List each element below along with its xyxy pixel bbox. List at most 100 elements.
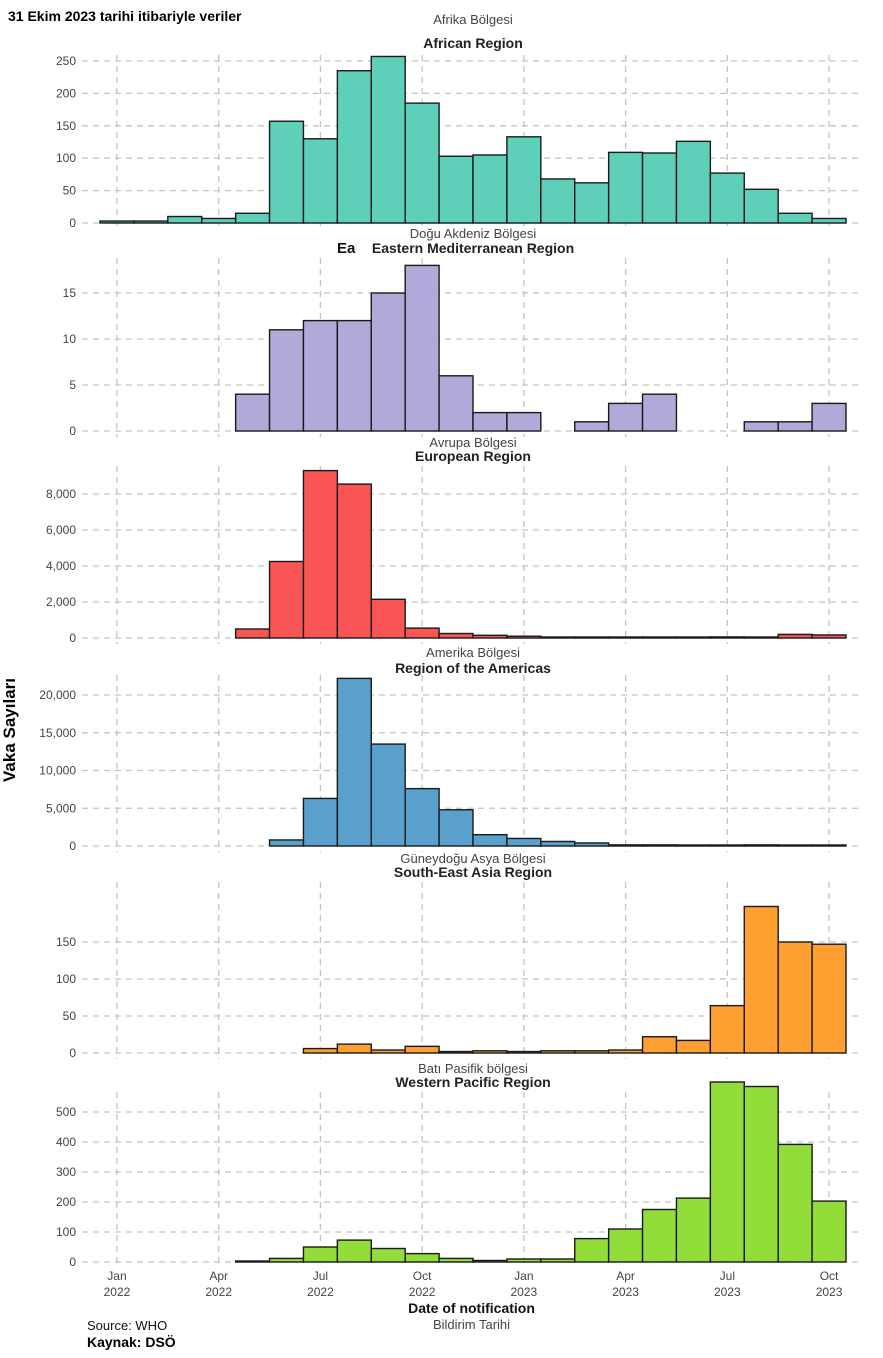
x-axis-label-translation: Bildirim Tarihi — [432, 1317, 511, 1332]
bar-dec-2022 — [472, 1259, 508, 1263]
y-tick-label: 2,000 — [46, 595, 76, 609]
y-tick-label: 15,000 — [39, 726, 76, 740]
panel-subtitle-tr: Güneydoğu Asya Bölgesi — [400, 851, 545, 866]
bar-aug-2023 — [743, 421, 779, 432]
bar-mar-2023 — [574, 421, 610, 432]
x-tick-year: 2022 — [104, 1285, 131, 1299]
bar-sep-2023 — [777, 1143, 813, 1263]
bar-jul-2022 — [302, 138, 339, 224]
bar-mar-2023 — [574, 1050, 610, 1054]
x-tick-month: Oct — [413, 1269, 432, 1283]
bar-aug-2023 — [743, 188, 779, 224]
panel-subtitle-tr: Amerika Bölgesi — [426, 645, 520, 660]
bar-dec-2022 — [472, 154, 508, 224]
y-tick-label: 100 — [56, 151, 76, 165]
y-tick-label: 200 — [56, 86, 76, 100]
bar-may-2023 — [641, 152, 678, 224]
bar-oct-2023 — [811, 217, 847, 224]
panel-title: Eastern Mediterranean Region — [372, 240, 574, 256]
y-tick-label: 0 — [69, 631, 76, 645]
bar-may-2023 — [641, 636, 678, 639]
y-tick-label: 5,000 — [46, 801, 76, 815]
panel-title: European Region — [415, 448, 531, 464]
bar-may-2023 — [641, 844, 678, 847]
panel-subtitle-tr: Afrika Bölgesi — [433, 12, 513, 27]
y-tick-label: 0 — [69, 424, 76, 438]
bar-apr-2023 — [607, 151, 644, 224]
bar-apr-2023 — [607, 402, 644, 432]
y-tick-label: 4,000 — [46, 559, 76, 573]
y-tick-label: 0 — [69, 839, 76, 853]
chart-header: 31 Ekim 2023 tarihi itibariyle veriler — [8, 8, 242, 24]
bar-oct-2022 — [404, 264, 440, 432]
bar-oct-2023 — [811, 634, 847, 639]
panel-title: African Region — [423, 35, 523, 51]
bar-jul-2023 — [709, 844, 745, 847]
bar-jan-2023 — [506, 635, 542, 639]
panel-subtitle-tr: Batı Pasifik bölgesi — [418, 1061, 528, 1076]
y-tick-label: 20,000 — [39, 688, 76, 702]
bar-jan-2023 — [506, 136, 542, 224]
panel-south-east-asia-region: 0 50 100 150 Güneydoğu Asya BölgesiSouth-Eas… — [56, 851, 862, 1060]
x-tick-year: 2023 — [612, 1285, 639, 1299]
bar-oct-2023 — [811, 402, 847, 432]
bar-jul-2023 — [709, 636, 745, 639]
bar-oct-2023 — [811, 943, 847, 1054]
y-tick-label: 100 — [56, 972, 76, 986]
bar-jun-2022 — [268, 839, 305, 847]
bar-feb-2023 — [540, 1258, 576, 1263]
bar-may-2023 — [641, 393, 678, 432]
bar-apr-2023 — [607, 1228, 644, 1263]
panel-subtitle-tr: Avrupa Bölgesi — [429, 435, 516, 450]
y-axis-label: Vaka Sayıları — [0, 678, 19, 782]
y-tick-label: 0 — [69, 1255, 76, 1269]
panel-title: Region of the Americas — [395, 660, 551, 676]
bar-jul-2022 — [302, 1047, 339, 1054]
source-note-translation: Kaynak: DSÖ — [87, 1334, 176, 1350]
y-tick-label: 500 — [56, 1105, 76, 1119]
bar-aug-2022 — [336, 1043, 372, 1054]
bar-mar-2022 — [167, 215, 203, 224]
bar-aug-2022 — [336, 319, 372, 432]
panel-subtitle-tr: Doğu Akdeniz Bölgesi — [410, 226, 537, 241]
bar-dec-2022 — [472, 833, 508, 847]
y-tick-label: 6,000 — [46, 523, 76, 537]
bar-oct-2022 — [404, 627, 440, 639]
bar-feb-2023 — [540, 1050, 576, 1054]
bar-sep-2022 — [370, 1247, 406, 1263]
panel-title: Western Pacific Region — [395, 1074, 550, 1090]
bar-sep-2022 — [370, 598, 406, 639]
y-tick-label: 15 — [63, 286, 77, 300]
y-tick-label: 300 — [56, 1165, 76, 1179]
bar-may-2022 — [234, 212, 271, 224]
bar-sep-2023 — [777, 212, 813, 224]
bar-dec-2022 — [472, 411, 508, 432]
panel-european-region: 0 2,000 4,000 6,000 8,000 Avrupa BölgesiEurop… — [46, 435, 862, 645]
x-tick-year: 2023 — [816, 1285, 843, 1299]
bar-may-2022 — [234, 1260, 271, 1263]
x-tick-year: 2023 — [714, 1285, 741, 1299]
bar-apr-2023 — [607, 844, 644, 847]
bar-nov-2022 — [438, 155, 474, 224]
bar-feb-2023 — [540, 840, 576, 847]
bar-jun-2023 — [675, 140, 712, 224]
bar-mar-2023 — [574, 1237, 610, 1263]
bar-oct-2022 — [404, 787, 440, 847]
panel-western-pacific-region: 0 100 200 300 400 500 Batı Pasifik bölgesiWest… — [56, 1061, 862, 1269]
y-tick-label: 400 — [56, 1135, 76, 1149]
panel-african-region: 0 50 100 150 200 250 Afrika Bölgesi African Reg… — [56, 12, 862, 230]
bar-jan-2022 — [99, 220, 135, 224]
bar-feb-2023 — [540, 178, 576, 224]
bar-sep-2023 — [777, 633, 813, 639]
bar-jan-2023 — [506, 837, 542, 847]
bar-feb-2023 — [540, 636, 576, 639]
y-tick-label: 250 — [56, 54, 76, 68]
bar-may-2023 — [641, 1036, 678, 1054]
bar-sep-2022 — [370, 292, 406, 432]
bar-may-2023 — [641, 1208, 678, 1263]
x-tick-year: 2022 — [409, 1285, 436, 1299]
y-tick-label: 150 — [56, 935, 76, 949]
x-tick-month: Jul — [313, 1269, 328, 1283]
